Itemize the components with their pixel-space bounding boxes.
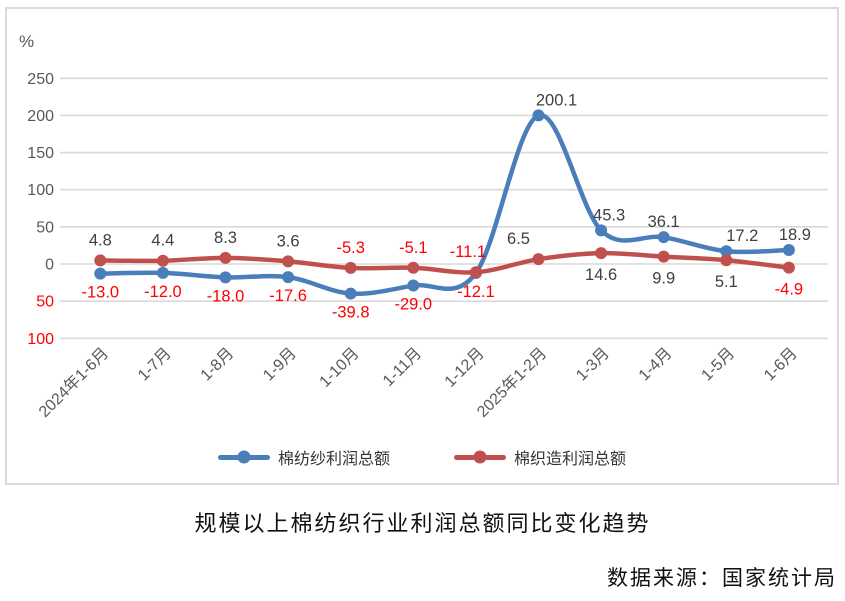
data-label: -5.1 [399, 239, 427, 257]
y-tick-label: 50 [36, 219, 54, 236]
legend-item-red-series: 棉织造利润总额 [454, 445, 626, 469]
y-tick-label: 50 [36, 294, 54, 311]
data-source: 数据来源：国家统计局 [607, 566, 837, 590]
blue-legend-dot-icon [237, 450, 251, 464]
blue-series-marker [595, 224, 608, 237]
data-label: 8.3 [214, 229, 237, 247]
x-tick-label: 2024年1-6月 [35, 344, 112, 421]
data-label: -13.0 [81, 284, 119, 302]
red-series-marker [532, 253, 545, 266]
blue-series-marker [720, 245, 733, 258]
red-series-marker [344, 261, 357, 274]
data-label: 9.9 [652, 270, 675, 288]
red-series-marker [282, 255, 295, 268]
data-label: -39.8 [332, 304, 370, 322]
data-label: -12.1 [457, 283, 495, 301]
data-label: -4.9 [775, 281, 803, 299]
chart-title: 规模以上棉纺织行业利润总额同比变化趋势 [194, 511, 651, 536]
legend-label: 棉纺纱利润总额 [277, 451, 390, 468]
red-series-marker [782, 261, 795, 274]
blue-series-marker [282, 271, 295, 284]
blue-series-marker [219, 271, 232, 284]
data-label: 6.5 [507, 230, 530, 248]
data-label: 17.2 [726, 227, 758, 245]
blue-series-marker [782, 243, 795, 256]
blue-series-marker [657, 231, 670, 244]
x-tick-label: 1-4月 [636, 345, 676, 385]
y-tick-label: 250 [27, 71, 54, 88]
data-label: -12.0 [144, 283, 182, 301]
blue-legend-marker-icon [217, 450, 270, 464]
data-label: 14.6 [585, 266, 617, 284]
data-label: 3.6 [277, 232, 300, 250]
x-tick-label: 1-9月 [260, 345, 300, 385]
y-tick-label: 150 [27, 145, 54, 162]
y-tick-label: 200 [27, 108, 54, 125]
red-series-marker [219, 251, 232, 264]
blue-series-marker [94, 267, 107, 280]
red-legend-dot-icon [473, 450, 487, 464]
data-label: 4.4 [151, 232, 174, 250]
x-tick-label: 1-6月 [761, 345, 801, 385]
x-tick-label: 1-12月 [442, 345, 488, 391]
chart-frame: 250 200 150 100 50 0 50 100% 2024年1-6月 1-7月 1-8月 1-… [5, 7, 839, 485]
x-tick-label: 1-11月 [380, 345, 425, 390]
red-series-marker [469, 266, 482, 279]
data-label: 5.1 [715, 273, 738, 291]
line-chart: 250 200 150 100 50 0 50 100% 2024年1-6月 1-7月 1-8月 1-… [19, 32, 828, 421]
data-label: -17.6 [269, 287, 307, 305]
blue-series-marker [344, 287, 357, 300]
blue-series-marker [532, 109, 545, 122]
data-label: 200.1 [536, 91, 577, 109]
y-tick-label: 0 [45, 257, 54, 274]
data-label: 45.3 [593, 206, 625, 224]
y-tick-label: 100 [27, 331, 54, 348]
x-tick-label: 1-7月 [135, 345, 175, 385]
y-tick-label: 100 [27, 182, 54, 199]
legend-label: 棉织造利润总额 [514, 451, 627, 468]
x-tick-label: 1-3月 [573, 345, 613, 385]
data-label: -29.0 [394, 296, 432, 314]
y-axis-unit-label: % [19, 32, 34, 51]
data-label: -11.1 [450, 243, 486, 261]
chart-legend: 棉纺纱利润总额 棉织造利润总额 [7, 445, 837, 469]
data-label: -5.3 [336, 239, 364, 257]
data-label: -18.0 [207, 287, 245, 305]
red-series-marker [94, 254, 107, 267]
red-series-marker [156, 254, 169, 267]
x-tick-label: 1-5月 [698, 345, 738, 385]
data-label: 18.9 [779, 226, 811, 244]
data-label: 36.1 [648, 213, 680, 231]
red-legend-marker-icon [454, 450, 506, 464]
blue-series-marker [156, 266, 169, 279]
x-tick-label: 1-8月 [198, 345, 238, 385]
red-series-marker [720, 254, 733, 267]
blue-series-line [98, 113, 792, 297]
data-label: 4.8 [89, 231, 112, 249]
legend-item-blue-series: 棉纺纱利润总额 [217, 445, 390, 469]
red-series-line [98, 250, 792, 275]
x-tick-label: 1-10月 [317, 345, 363, 391]
red-series-marker [595, 247, 608, 260]
red-series-marker [657, 250, 670, 263]
blue-series-marker [407, 279, 420, 292]
red-series-marker [407, 261, 420, 274]
